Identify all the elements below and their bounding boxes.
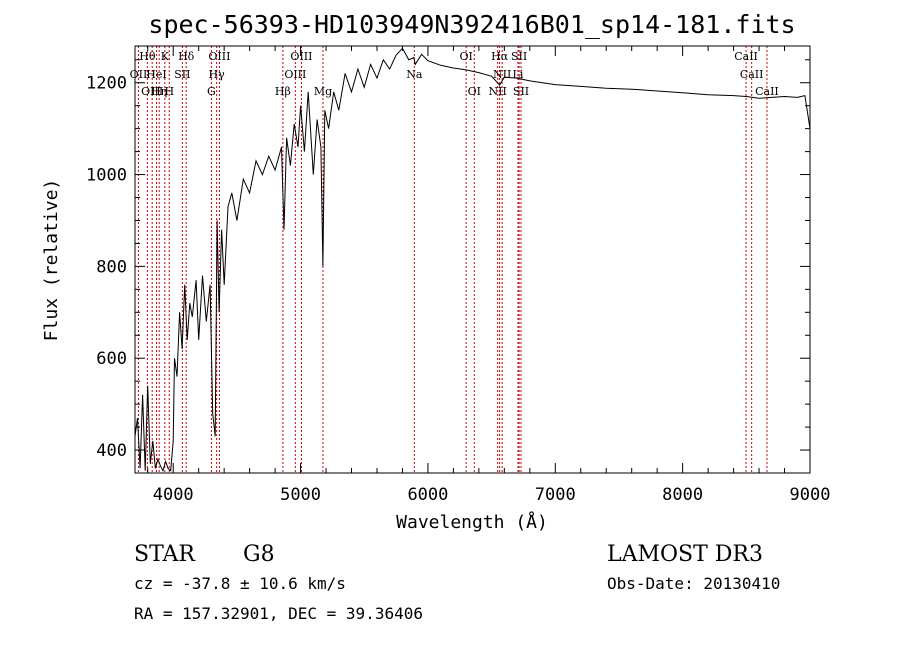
radec-text: RA = 157.32901, DEC = 39.36406 [134,604,423,623]
x-tick-label: 9000 [790,485,831,505]
spectrum-series-line [134,47,811,473]
x-axis: 4000 5000 6000 7000 8000 9000 [147,46,831,505]
chart-title: spec-56393-HD103949N392416B01_sp14-181.f… [148,10,795,39]
y-tick-label: 1200 [86,74,127,94]
object-subclass: G8 [243,542,275,567]
y-tick-label: 1000 [86,166,127,186]
plot-frame [134,45,811,474]
object-class: STAR [134,542,196,567]
spectral-line-label: H [164,85,174,98]
y-axis-label: Flux (relative) [41,179,62,342]
spectral-line-label: OII [130,68,148,81]
x-tick-label: 7000 [535,485,576,505]
x-tick-label: 4000 [153,485,194,505]
y-tick-label: 400 [96,441,127,461]
spectral-line-label: Hη [151,85,167,98]
spectral-line-label: NII [489,85,507,98]
redshift-text: cz = -37.8 ± 10.6 km/s [134,574,346,593]
spectral-line-label: OIII [284,68,306,81]
spectral-line-label: CaII [740,68,764,81]
spectral-line-label: Mg [314,85,332,98]
spectral-line-label: OIII [141,85,163,98]
spectral-line-label: Hα [491,50,509,63]
spectral-lines [137,46,768,473]
spectral-line-label: CaII [755,85,779,98]
x-axis-label: Wavelength (Å) [396,511,548,533]
spectral-line-label: G [207,85,216,98]
spectral-line-label: K [161,50,170,63]
x-tick-label: 8000 [662,485,703,505]
spectral-line-label: Hβ [275,85,291,98]
y-tick-label: 800 [96,257,127,277]
spectral-line-labels: OIIHθOIIIHeIHηKHSIIHδGHγOIIIHβOIIIOIIIMg… [130,50,779,98]
y-tick-label: 600 [96,349,127,369]
spectral-line-label: NII [493,68,511,81]
obs-date-text: Obs-Date: 20130410 [607,574,780,593]
spectral-line-label: OIII [290,50,312,63]
spectral-line-label: OI [459,50,472,63]
spectral-line-label: HeI [146,68,166,81]
spectral-line-label: OI [468,85,481,98]
spectral-line-label: Hγ [209,68,226,81]
spectral-line-label: Hδ [178,50,195,63]
spectral-line-label: Li [513,68,524,81]
spectral-line-label: OIII [208,50,230,63]
spectral-line-label: SII [513,85,529,98]
x-tick-label: 6000 [407,485,448,505]
x-tick-label: 5000 [280,485,321,505]
spectral-line-label: Hθ [139,50,156,63]
spectral-line-label: CaII [734,50,758,63]
spectral-line-label: Na [406,68,423,81]
y-axis: 400 600 800 1000 1200 [86,59,810,461]
survey-name: LAMOST DR3 [607,542,763,567]
spectral-line-label: SII [511,50,527,63]
spectral-line-label: SII [174,68,190,81]
